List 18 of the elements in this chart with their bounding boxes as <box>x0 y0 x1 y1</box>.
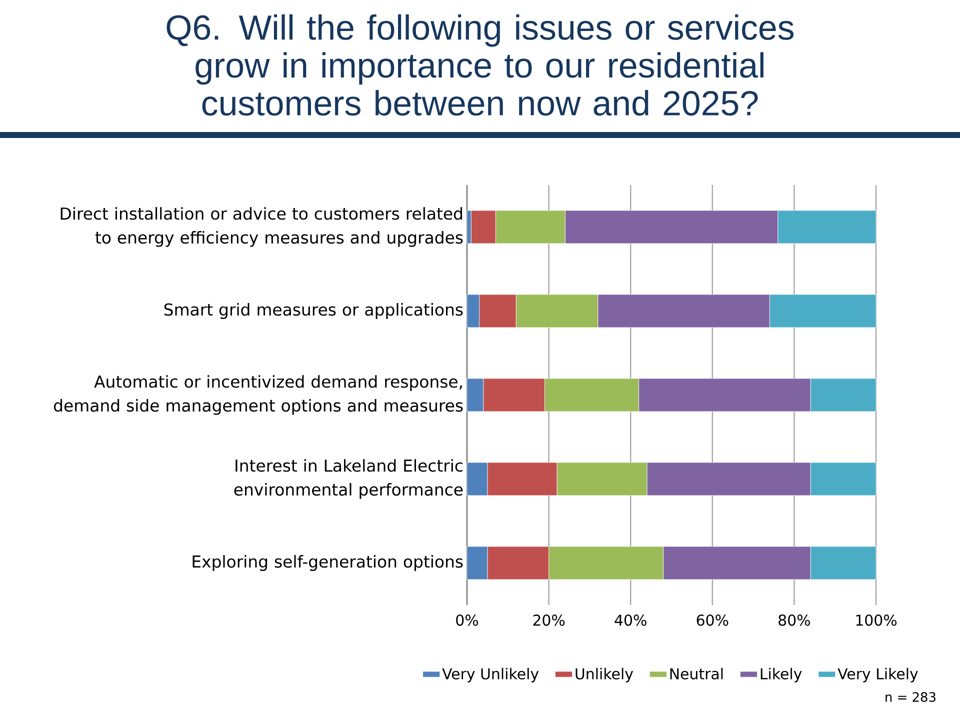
legend-label: Very Unlikely <box>442 668 539 682</box>
legend-label: Neutral <box>670 668 723 680</box>
legend-label: Likely <box>760 668 802 682</box>
y-tick-label: Direct installation or advice to customers related to energy efficiency measures and upgrades <box>60 207 463 247</box>
x-tick-label: 60% <box>696 614 728 626</box>
legend-label: Very Likely <box>838 668 918 682</box>
chart-title: Q6. Will the following issues or services grow in importance to our residential customers between now and 2025? <box>166 14 794 116</box>
x-tick-label: 20% <box>533 614 565 626</box>
x-tick-label: 0% <box>456 614 478 626</box>
legend-label: Unlikely <box>576 668 634 682</box>
x-tick-label: 100% <box>856 614 897 626</box>
text: n = 283 <box>886 692 936 702</box>
x-tick-label: 40% <box>614 614 646 626</box>
y-tick-label: Exploring self-generation options <box>192 555 463 571</box>
y-tick-label: Interest in Lakeland Electric environmental performance <box>234 459 463 499</box>
y-tick-label: Automatic or incentivized demand response, demand side management options and measures <box>54 375 463 415</box>
x-tick-label: 80% <box>778 614 810 626</box>
y-tick-label: Smart grid measures or applications <box>164 303 463 319</box>
